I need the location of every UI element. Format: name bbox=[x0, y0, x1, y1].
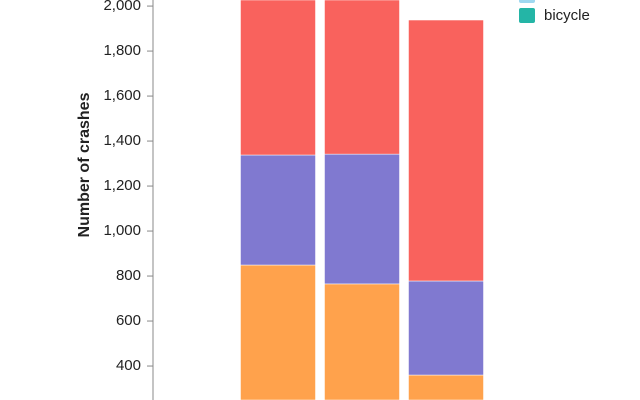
y-axis-label: Number of crashes bbox=[76, 92, 93, 237]
legend-label: bicycle bbox=[544, 7, 590, 24]
y-tick-label: 1,600 bbox=[103, 87, 141, 104]
y-tick-label: 400 bbox=[116, 357, 141, 374]
bar-segment bbox=[408, 280, 484, 376]
y-tick-label: 1,000 bbox=[103, 222, 141, 239]
bar-segment bbox=[408, 374, 484, 400]
y-tick-label: 600 bbox=[116, 312, 141, 329]
y-tick-label: 1,200 bbox=[103, 177, 141, 194]
legend-swatch bbox=[519, 8, 535, 23]
y-tick-label: 2,000 bbox=[103, 0, 141, 14]
bar-segment bbox=[240, 264, 316, 400]
y-tick-label: 800 bbox=[116, 267, 141, 284]
y-tick-label: 1,400 bbox=[103, 132, 141, 149]
bar-segment bbox=[324, 283, 400, 400]
bar-segment bbox=[408, 19, 484, 282]
bar-segment bbox=[240, 154, 316, 266]
legend-swatch-cut bbox=[519, 0, 535, 3]
bar-segment bbox=[324, 0, 400, 155]
bar-segment bbox=[240, 0, 316, 156]
y-tick-label: 1,800 bbox=[103, 42, 141, 59]
bar-segment bbox=[324, 153, 400, 285]
